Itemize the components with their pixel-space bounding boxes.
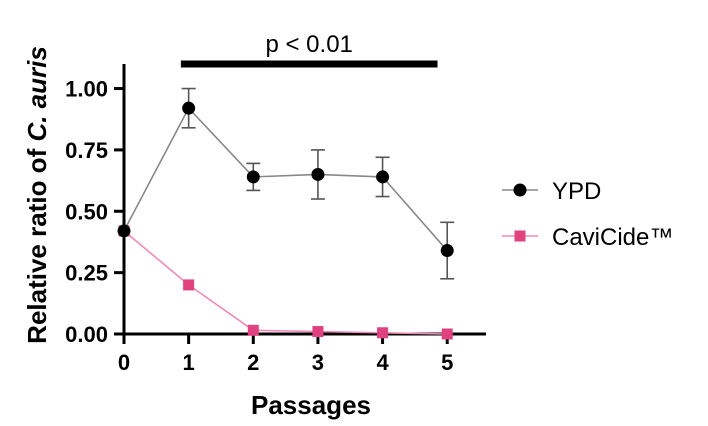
x-tick-label: 5 [441,350,453,375]
series-cavicide- [118,225,453,340]
axes: 0.00 0.25 0.50 0.75 1.00 0 1 2 3 4 5 [65,64,486,375]
y-tick-label: 0.25 [65,261,108,286]
x-tick-label: 1 [183,350,195,375]
legend: YPD CaviCide™ [502,178,673,251]
legend-label: CaviCide™ [552,224,673,251]
data-point [377,327,389,339]
legend-marker [513,183,527,197]
significance-label: p < 0.01 [265,31,352,58]
series-ypd [117,87,455,280]
data-point [117,224,131,238]
y-axis-title: Relative ratio of C. auris [22,46,52,344]
data-point [183,279,195,291]
data-point [376,170,390,184]
y-axis-title-prefix: Relative ratio of [22,142,52,344]
legend-item: CaviCide™ [502,224,673,251]
y-tick-label: 0.75 [65,138,108,163]
x-tick-label: 3 [312,350,324,375]
series-layer [117,87,455,340]
series-line [123,230,448,335]
legend-item: YPD [502,178,601,205]
significance-annotation: p < 0.01 [180,31,438,68]
data-point [440,244,454,258]
series-line [123,106,448,252]
data-point [246,170,260,184]
data-point [247,324,259,336]
data-point [311,167,325,181]
data-point [312,326,324,338]
y-tick-label: 0.50 [65,199,108,224]
legend-marker [514,230,526,242]
y-tick-label: 0.00 [65,322,108,347]
y-tick-label: 1.00 [65,77,108,102]
y-axis-title-italic: C. auris [22,46,52,141]
data-point [441,328,453,340]
x-tick-label: 0 [118,350,130,375]
data-point [182,101,196,115]
x-axis-title: Passages [251,390,371,420]
legend-label: YPD [552,178,601,205]
x-tick-label: 2 [247,350,259,375]
x-tick-label: 4 [376,350,389,375]
